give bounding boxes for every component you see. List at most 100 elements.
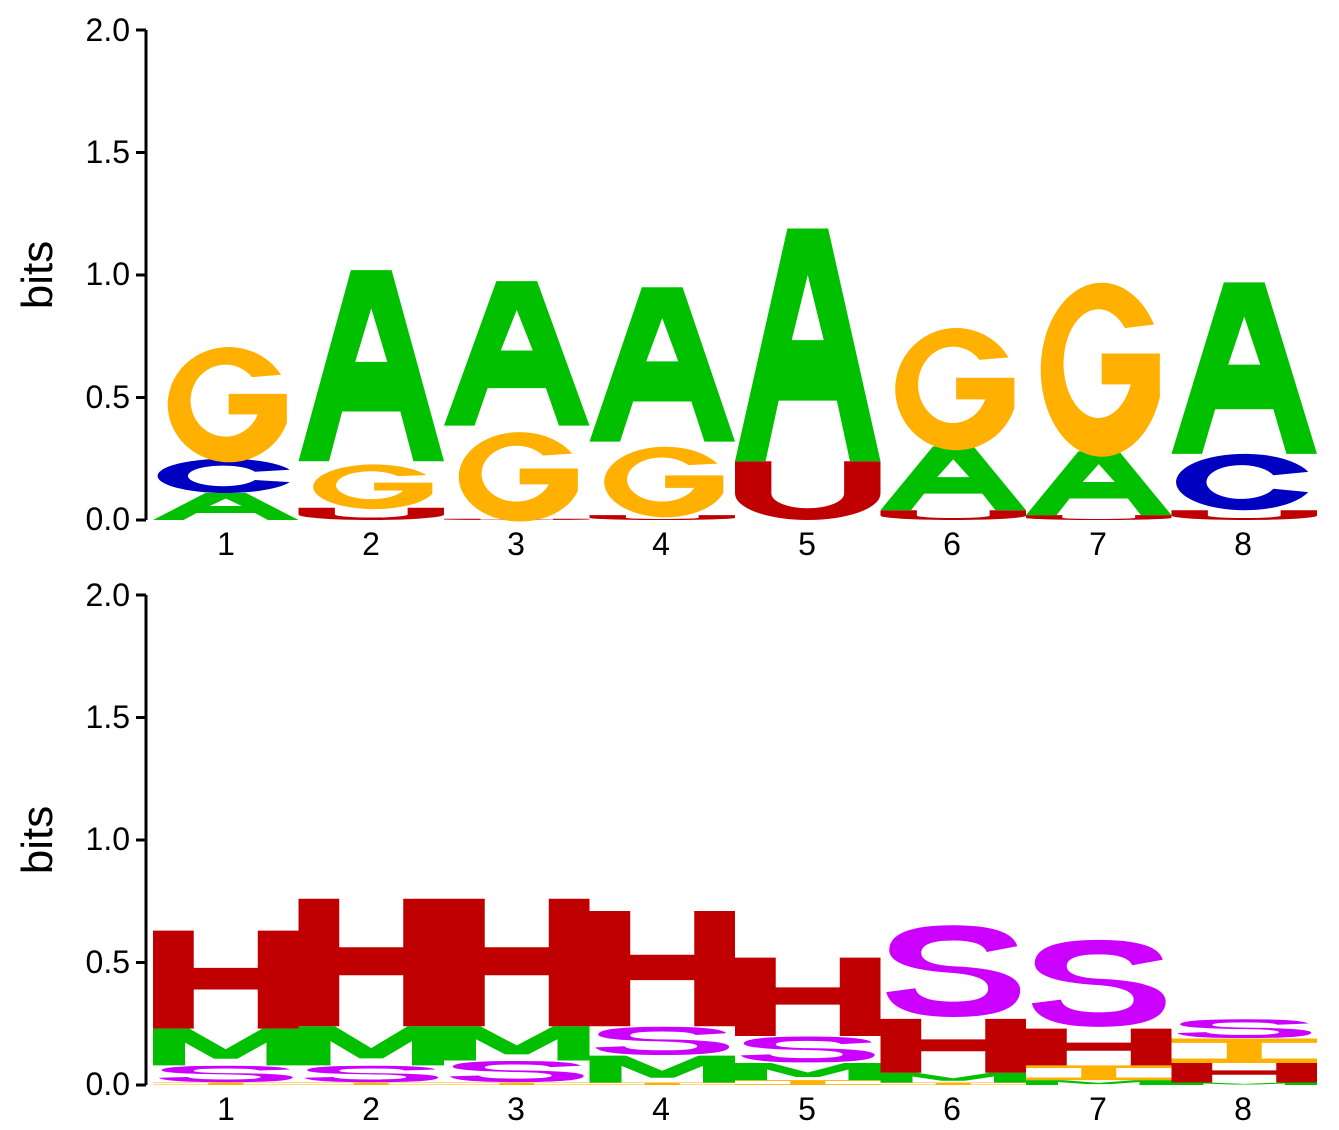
letter-A: [298, 270, 444, 462]
logo-column-7: [1026, 939, 1172, 1085]
x-tick-label: 3: [507, 1091, 525, 1127]
letter-H: [589, 911, 735, 1027]
y-tick-label: 1.5: [86, 699, 130, 735]
x-ticks: 1 2 3 4 5 6 7 8: [217, 526, 1252, 562]
x-tick-label: 5: [798, 1091, 816, 1127]
logo-column-7: [1026, 282, 1172, 520]
letter-H: [880, 1018, 1026, 1073]
letter-I: [298, 1082, 444, 1085]
letter-stacks: [153, 898, 1317, 1085]
y-tick-label: 0.0: [86, 501, 130, 537]
y-axis-label: bits: [13, 806, 62, 874]
y-tick-label: 1.0: [86, 256, 130, 292]
letter-M: [1026, 1080, 1172, 1085]
letter-S: [1031, 939, 1166, 1027]
logo-panel-bottom: bits 0.0 0.5 1.0 1.5 2.0 1 2 3 4 5 6 7 8: [13, 577, 1317, 1127]
letter-A: [589, 287, 735, 442]
x-tick-label: 8: [1234, 526, 1252, 562]
x-tick-label: 6: [943, 526, 961, 562]
x-tick-label: 7: [1089, 526, 1107, 562]
letter-H: [1171, 1062, 1317, 1083]
letter-U: [1171, 510, 1317, 520]
x-tick-label: 8: [1234, 1091, 1252, 1127]
letter-I: [153, 1082, 299, 1085]
logo-column-4: [589, 911, 735, 1085]
x-tick-label: 4: [652, 526, 670, 562]
letter-I: [1026, 1065, 1172, 1081]
letter-M: [1171, 1082, 1317, 1085]
letter-S: [1177, 1019, 1312, 1039]
logo-column-3: [444, 898, 590, 1085]
letter-G: [167, 347, 287, 463]
logo-column-8: [1171, 282, 1317, 520]
letter-H: [735, 957, 881, 1036]
letter-I: [444, 1082, 590, 1085]
letter-M: [589, 1055, 735, 1083]
logo-column-1: [153, 930, 299, 1085]
letter-H: [153, 930, 299, 1029]
x-tick-label: 1: [217, 526, 235, 562]
logo-column-1: [153, 347, 299, 520]
letter-M: [880, 1072, 1026, 1083]
logo-panel-top: bits 0.0 0.5 1.0 1.5 2.0 1 2 3 4 5 6 7 8: [13, 12, 1317, 562]
logo-column-4: [589, 287, 735, 520]
letter-U: [735, 461, 881, 520]
logo-column-6: [880, 925, 1026, 1085]
logo-column-2: [298, 898, 444, 1085]
letter-A: [1026, 451, 1172, 516]
letter-G: [895, 327, 1015, 451]
letter-I: [735, 1080, 881, 1085]
logo-column-5: [735, 228, 881, 520]
letter-I: [589, 1082, 735, 1085]
y-tick-label: 0.5: [86, 944, 130, 980]
x-tick-label: 6: [943, 1091, 961, 1127]
logo-column-8: [1171, 1019, 1317, 1085]
letter-A: [1171, 282, 1317, 454]
letter-G: [458, 432, 578, 522]
letter-U: [1026, 515, 1172, 520]
letter-U: [298, 507, 444, 520]
letter-S: [158, 1065, 293, 1083]
letter-stacks: [153, 228, 1317, 522]
x-tick-label: 7: [1089, 1091, 1107, 1127]
y-ticks: 0.0 0.5 1.0 1.5 2.0: [86, 12, 130, 537]
letter-S: [304, 1065, 439, 1083]
y-tick-label: 0.0: [86, 1066, 130, 1102]
letter-A: [153, 493, 299, 520]
x-tick-label: 3: [507, 526, 525, 562]
logo-column-3: [444, 281, 590, 522]
y-tick-label: 1.5: [86, 134, 130, 170]
x-tick-label: 2: [362, 526, 380, 562]
letter-C: [1176, 453, 1309, 511]
letter-M: [153, 1028, 299, 1066]
letter-M: [444, 1026, 590, 1061]
letter-C: [157, 458, 290, 494]
letter-G: [604, 446, 724, 518]
letter-H: [444, 898, 590, 1027]
y-tick-label: 2.0: [86, 12, 130, 48]
letter-H: [1026, 1028, 1172, 1066]
letter-M: [735, 1062, 881, 1081]
x-tick-label: 2: [362, 1091, 380, 1127]
letter-S: [595, 1026, 730, 1056]
letter-M: [298, 1026, 444, 1066]
y-tick-label: 2.0: [86, 577, 130, 613]
letter-G: [1040, 282, 1160, 457]
logo-column-6: [880, 327, 1026, 520]
x-tick-label: 4: [652, 1091, 670, 1127]
x-tick-label: 1: [217, 1091, 235, 1127]
letter-U: [880, 510, 1026, 520]
letter-S: [886, 925, 1021, 1017]
letter-I: [880, 1082, 1026, 1085]
letter-S: [449, 1060, 584, 1083]
y-tick-label: 1.0: [86, 821, 130, 857]
x-tick-label: 5: [798, 526, 816, 562]
letter-I: [1171, 1038, 1317, 1063]
y-axis-label: bits: [13, 241, 62, 309]
letter-H: [298, 898, 444, 1027]
y-tick-label: 0.5: [86, 379, 130, 415]
y-ticks: 0.0 0.5 1.0 1.5 2.0: [86, 577, 130, 1102]
letter-A: [880, 446, 1026, 511]
letter-A: [735, 228, 881, 462]
